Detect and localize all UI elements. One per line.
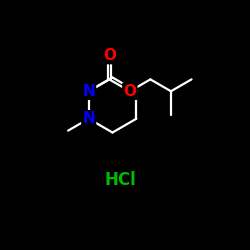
Text: N: N	[82, 84, 95, 99]
Text: N: N	[82, 111, 95, 126]
Text: O: O	[103, 48, 116, 63]
Text: O: O	[123, 84, 136, 99]
Text: HCl: HCl	[104, 171, 136, 189]
